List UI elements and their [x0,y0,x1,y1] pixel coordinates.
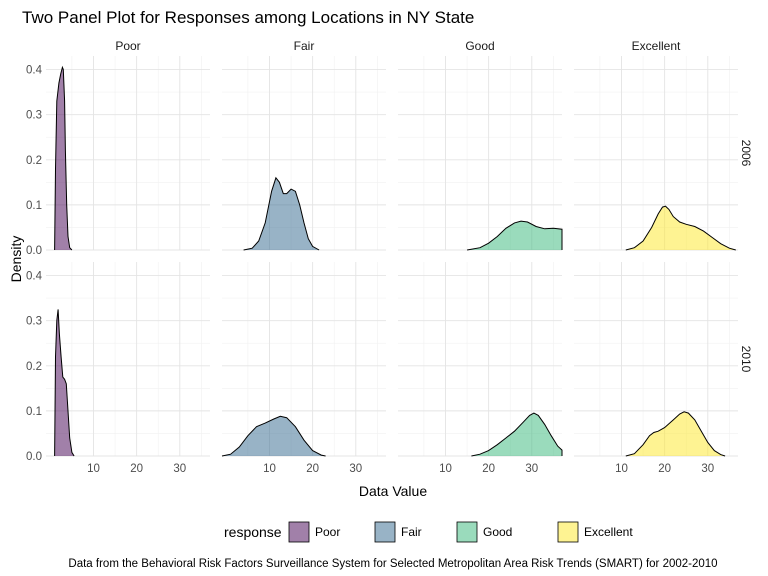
legend-key-excellent [557,521,579,543]
density-area-good-2006 [467,221,562,250]
x-tick-label: 20 [482,463,495,475]
panel-grid-2006-excellent [574,56,738,251]
x-tick-label: 30 [525,463,538,475]
density-area-excellent-2006 [625,206,736,250]
legend-key-poor [288,521,310,543]
density-line-good-2006 [467,220,563,251]
density-area-fair-2010 [222,416,326,456]
x-tick-label: 30 [349,463,362,475]
panel-grid-2010-poor [46,262,210,457]
density-area-excellent-2010 [625,411,726,456]
strip-label-excellent: Excellent [632,39,681,53]
x-tick-label: 30 [701,463,714,475]
density-area-good-2010 [471,413,562,456]
strip-label-poor: Poor [115,39,140,53]
legend-title: response [224,524,282,540]
density-area-poor-2006 [54,67,72,250]
density-line-poor-2010 [54,309,75,457]
x-tick-label: 10 [87,463,100,475]
legend-label-excellent: Excellent [584,525,633,539]
x-tick-label: 20 [306,463,319,475]
density-line-excellent-2010 [625,411,726,457]
x-tick-label: 30 [173,463,186,475]
density-line-poor-2006 [54,65,73,251]
legend: response Poor Fair Good Excellent [224,521,633,543]
legend-key-good [456,521,478,543]
density-line-good-2010 [471,412,563,457]
panel-grid-2006-good [398,56,562,251]
y-tick-label: 0.2 [26,361,42,373]
x-tick-label: 10 [615,463,628,475]
chart-caption: Data from the Behavioral Risk Factors Su… [68,558,717,570]
x-tick-label: 20 [130,463,143,475]
y-tick-label: 0.2 [26,155,42,167]
density-area-poor-2010 [54,309,75,456]
panel-grid-2010-excellent [574,262,738,457]
y-tick-label: 0.0 [26,245,42,257]
panel-grid: Poor Fair Good Excellent200620100.00.10.20.… [26,39,753,475]
panel-grid-2006-poor [46,56,210,251]
density-line-fair-2006 [243,176,320,251]
density-line-fair-2010 [221,415,326,457]
legend-label-fair: Fair [401,525,422,539]
y-tick-label: 0.1 [26,200,42,212]
strip-label-2010: 2010 [739,346,753,373]
x-axis-label: Data Value [359,483,427,499]
y-axis-label: Density [8,236,24,283]
strip-label-good: Good [465,39,494,53]
x-tick-label: 10 [439,463,452,475]
density-line-excellent-2006 [625,205,736,251]
x-tick-label: 20 [658,463,671,475]
y-tick-label: 0.1 [26,406,42,418]
y-tick-label: 0.4 [26,65,43,77]
x-tick-label: 10 [263,463,276,475]
legend-label-good: Good [483,525,512,539]
y-tick-label: 0.4 [26,271,43,283]
y-tick-label: 0.3 [26,110,42,122]
y-tick-label: 0.3 [26,316,42,328]
chart-title: Two Panel Plot for Responses among Locat… [22,8,474,27]
y-tick-label: 0.0 [26,451,42,463]
strip-label-fair: Fair [294,39,315,53]
legend-key-fair [374,521,396,543]
legend-label-poor: Poor [315,525,340,539]
strip-label-2006: 2006 [739,140,753,167]
panel-grid-2010-fair [222,262,386,457]
